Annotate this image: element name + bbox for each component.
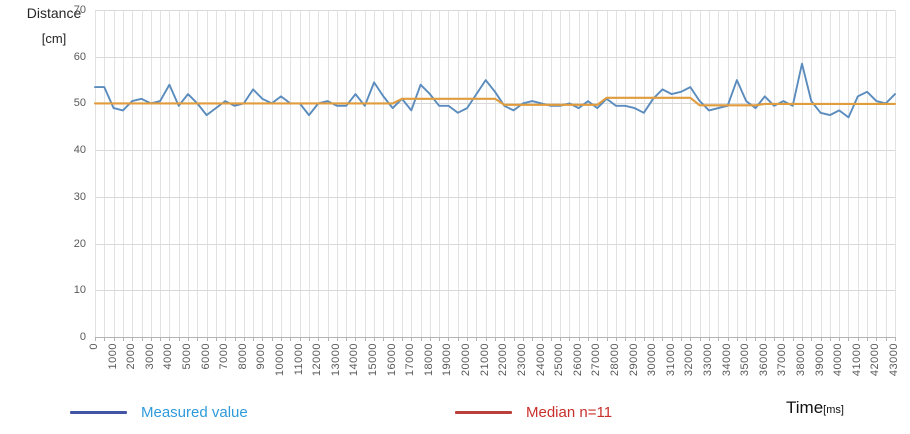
x-tick-label: 27000: [590, 343, 603, 377]
x-tick-label: 2000: [125, 343, 138, 370]
x-tick-label: 36000: [757, 343, 770, 377]
legend-item-measured: Measured value: [70, 404, 248, 421]
y-tick-label: 10: [73, 284, 86, 297]
legend-item-median: Median n=11: [455, 404, 612, 421]
x-tick-label: 14000: [348, 343, 361, 377]
x-tick-label: 9000: [255, 343, 268, 370]
x-tick-label: 16000: [385, 343, 398, 377]
x-axis-title-text: Time: [786, 398, 824, 417]
x-tick-label: 15000: [367, 343, 380, 377]
x-tick-label: 10000: [274, 343, 287, 377]
y-axis-unit: [cm]: [41, 31, 67, 46]
measured-line-swatch: [70, 411, 127, 414]
x-tick-label: 30000: [646, 343, 659, 377]
x-tick-label: 39000: [813, 343, 826, 377]
x-tick-label: 40000: [832, 343, 845, 377]
x-tick-label: 6000: [199, 343, 212, 370]
x-tick-label: 8000: [236, 343, 249, 370]
x-tick-label: 26000: [571, 343, 584, 377]
y-axis-title: Distance [cm]: [14, 6, 94, 45]
y-tick-label: 30: [73, 190, 86, 203]
x-tick-label: 13000: [329, 343, 342, 377]
x-tick-label: 42000: [869, 343, 882, 377]
legend-label-median: Median n=11: [526, 404, 613, 421]
y-tick-label: 50: [73, 97, 86, 110]
legend: Measured value Median n=11 Time[ms]: [0, 394, 910, 434]
x-tick-label: 17000: [404, 343, 417, 377]
x-axis-title: Time[ms]: [786, 398, 844, 418]
x-tick-label: 12000: [311, 343, 324, 377]
y-tick-label: 0: [79, 331, 86, 343]
x-tick-label: 20000: [460, 343, 473, 377]
x-tick-label: 43000: [888, 343, 900, 377]
x-tick-label: 5000: [181, 343, 194, 370]
x-tick-label: 32000: [683, 343, 696, 377]
x-axis-title-unit: [ms]: [823, 404, 844, 416]
median-line-swatch: [455, 411, 512, 414]
series-line-median: [93, 96, 897, 107]
x-tick-label: 24000: [534, 343, 547, 377]
legend-label-measured: Measured value: [141, 404, 248, 421]
x-tick-label: 31000: [664, 343, 677, 377]
x-tick-label: 21000: [478, 343, 491, 377]
x-tick-label: 29000: [627, 343, 640, 377]
x-tick-label: 41000: [850, 343, 863, 377]
y-axis-title-text: Distance: [26, 5, 82, 21]
x-tick-label: 22000: [497, 343, 510, 377]
y-tick-label: 20: [73, 237, 86, 250]
x-tick-label: 38000: [794, 343, 807, 377]
x-tick-label: 25000: [553, 343, 566, 377]
x-tick-label: 28000: [608, 343, 621, 377]
x-tick-label: 7000: [218, 343, 231, 370]
x-tick-label: 0: [88, 343, 100, 350]
x-tick-label: 23000: [515, 343, 528, 377]
x-tick-label: 34000: [720, 343, 733, 377]
y-tick-label: 70: [73, 4, 86, 16]
x-tick-label: 3000: [143, 343, 156, 370]
x-tick-label: 35000: [739, 343, 752, 377]
x-tick-label: 4000: [162, 343, 175, 370]
x-tick-label: 19000: [441, 343, 454, 377]
x-tick-label: 18000: [422, 343, 435, 377]
x-tick-label: 11000: [292, 343, 305, 376]
x-tick-label: 37000: [776, 343, 789, 377]
x-tick-label: 1000: [106, 343, 119, 370]
x-tick-label: 33000: [701, 343, 714, 377]
y-tick-label: 40: [73, 144, 86, 157]
y-tick-label: 60: [73, 50, 86, 63]
